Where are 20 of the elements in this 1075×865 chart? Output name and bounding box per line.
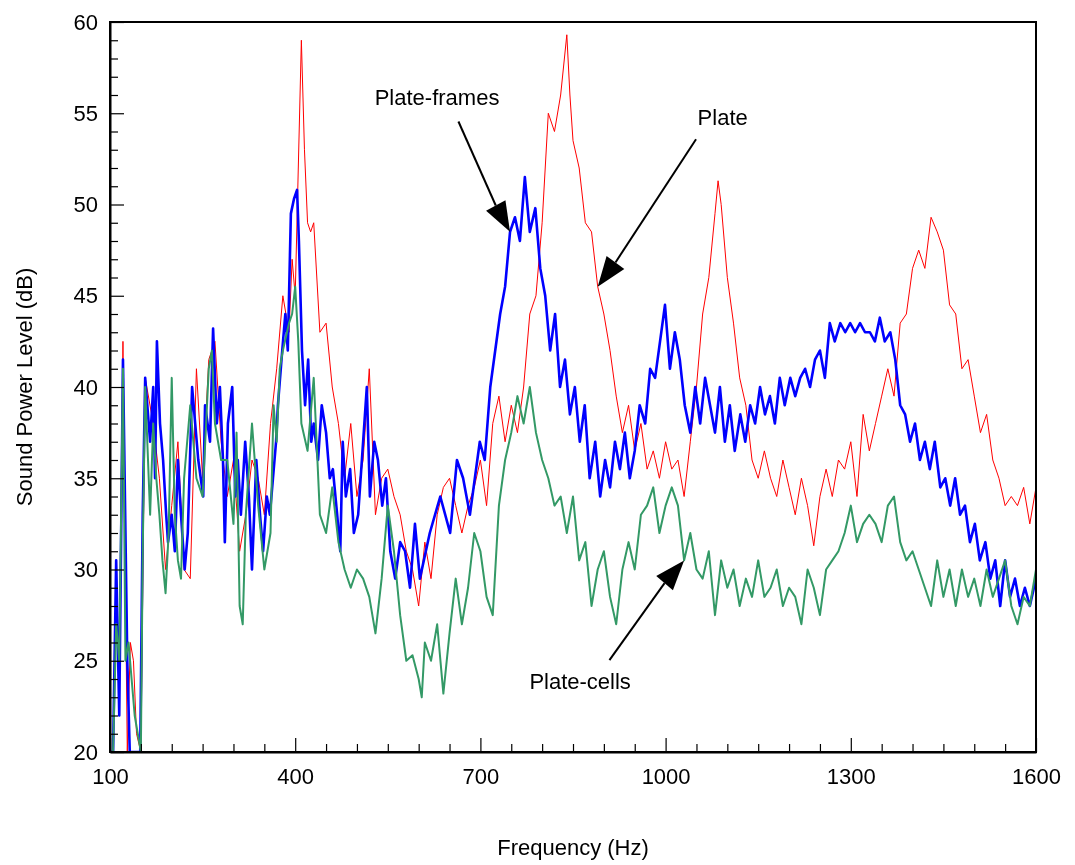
y-tick-label: 40 — [73, 374, 98, 400]
x-tick-label: 1000 — [641, 763, 691, 789]
y-tick-label: 25 — [73, 648, 98, 674]
text: Plate — [697, 104, 748, 130]
text: Plate-cells — [529, 669, 631, 695]
y-tick-label: 55 — [73, 100, 98, 126]
y-tick-label: 30 — [73, 557, 98, 583]
y-axis-title: Sound Power Level (dB) — [12, 267, 37, 507]
x-axis-title: Frequency (Hz) — [497, 835, 649, 860]
x-tick-label: 100 — [92, 763, 129, 789]
x-tick-label: 400 — [277, 763, 315, 789]
x-tick-label: 1600 — [1012, 763, 1061, 789]
x-tick-label: 1300 — [826, 763, 876, 789]
text: Plate-frames — [374, 84, 500, 110]
y-tick-label: 50 — [73, 192, 98, 218]
x-tick-label: 700 — [462, 763, 500, 789]
y-tick-label: 35 — [73, 465, 98, 491]
y-tick-label: 60 — [73, 9, 98, 35]
y-tick-label: 20 — [73, 739, 98, 765]
y-tick-label: 45 — [73, 283, 98, 309]
